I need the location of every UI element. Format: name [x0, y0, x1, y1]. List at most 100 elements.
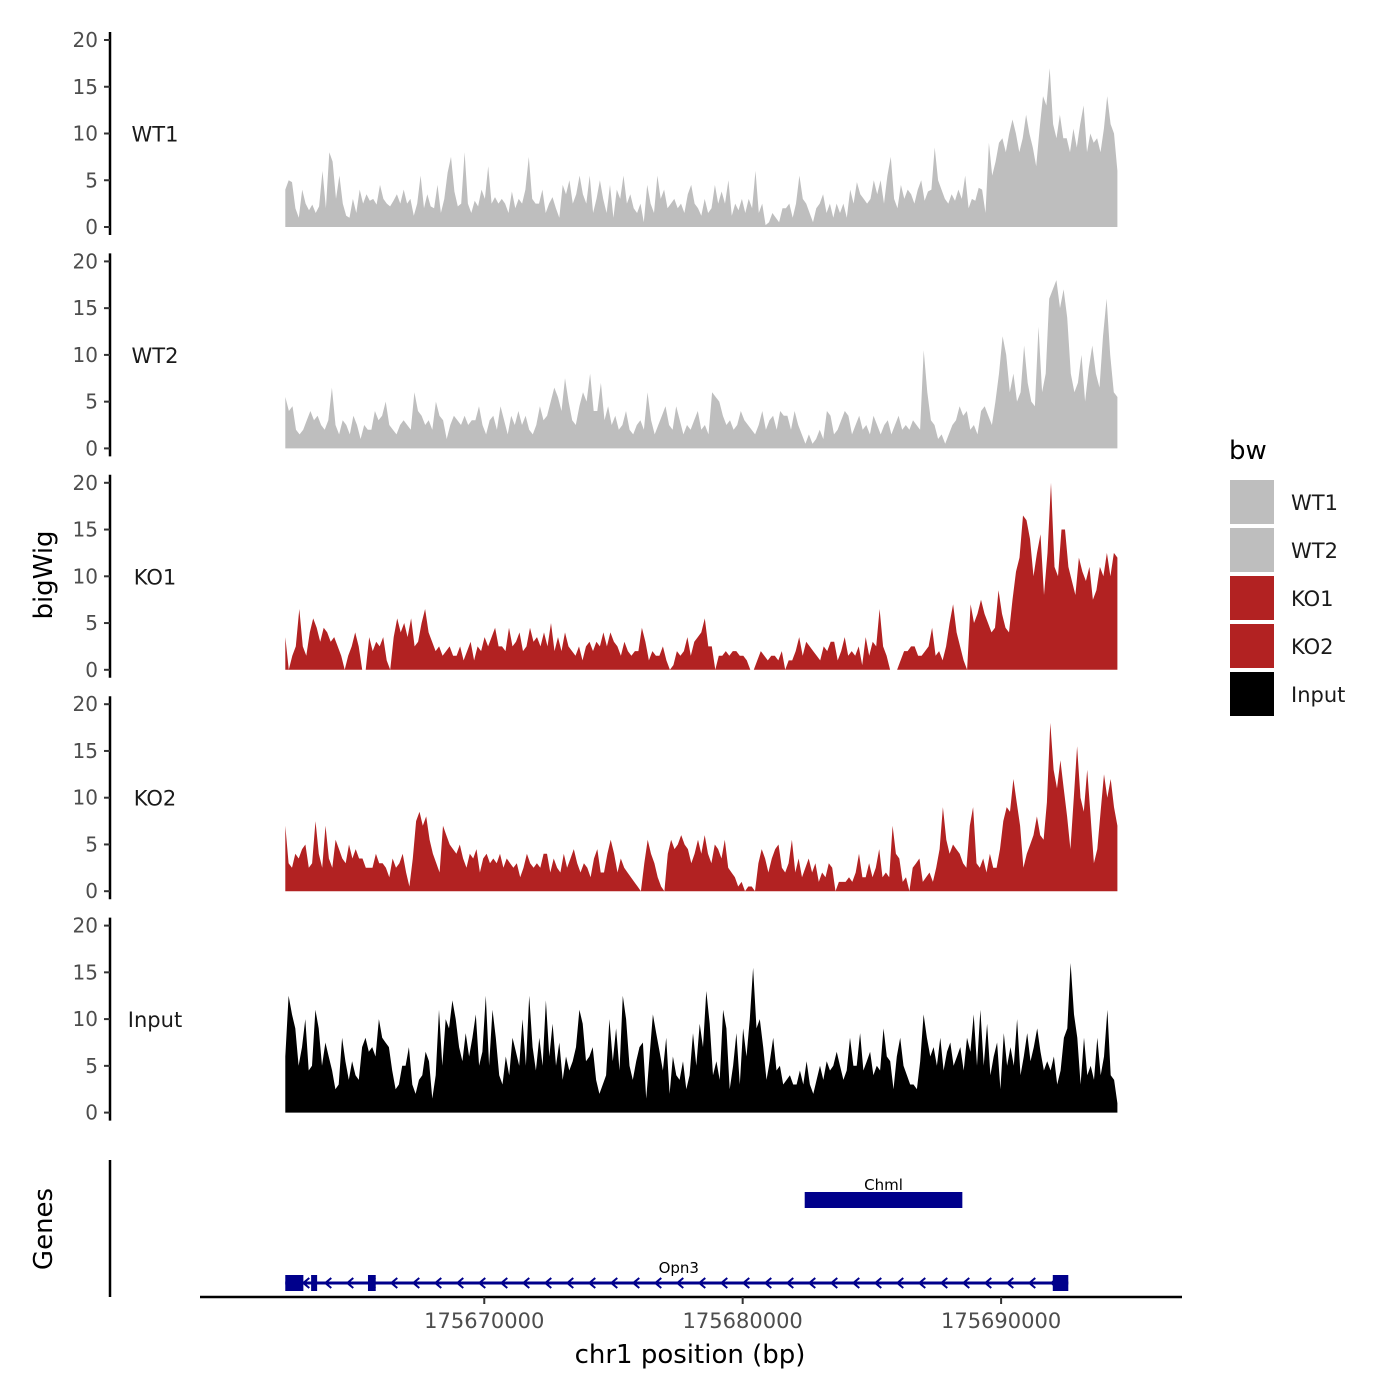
area-wt2 [285, 280, 1118, 449]
y-tick-label: 10 [73, 122, 98, 146]
strand-arrow [697, 1277, 706, 1289]
track-input: 0 5 10 15 20 Input [73, 914, 1118, 1125]
track-ko1: 0 5 10 15 20 KO1 [73, 471, 1118, 682]
y-tick-label: 5 [85, 1054, 98, 1078]
y-axis-title: bigWig [29, 530, 59, 619]
legend-key-wt1 [1230, 480, 1274, 524]
strand-arrow [565, 1277, 574, 1289]
track-label: WT2 [132, 344, 179, 368]
track-label: WT1 [132, 123, 179, 147]
y-tick-label: 5 [85, 168, 98, 192]
strand-arrow [455, 1277, 464, 1289]
strand-arrow [345, 1277, 354, 1289]
legend-label-input: Input [1291, 683, 1345, 707]
y-tick-label: 20 [73, 914, 98, 938]
strand-arrow [807, 1277, 816, 1289]
y-tick-label: 20 [73, 471, 98, 495]
y-tick-label: 20 [73, 249, 98, 273]
strand-arrow [851, 1277, 860, 1289]
gene-opn3: Opn3 [285, 1259, 1069, 1291]
legend-label-wt2: WT2 [1291, 539, 1338, 563]
strand-arrow [477, 1277, 486, 1289]
strand-arrow [499, 1277, 508, 1289]
gene-exon [1052, 1275, 1069, 1291]
legend-key-ko1 [1230, 576, 1274, 620]
strand-arrow [873, 1277, 882, 1289]
strand-arrow [675, 1277, 684, 1289]
area-wt1 [285, 68, 1118, 227]
coverage-tracks: 0 5 10 15 20 WT1 0 5 10 15 20 WT2 0 5 10 15 20 KO1 0 5 10 15 2… [73, 28, 1118, 1125]
y-tick-label: 0 [85, 1101, 98, 1125]
track-label: Input [128, 1008, 182, 1032]
y-tick-label: 20 [73, 28, 98, 52]
area-input [285, 963, 1118, 1113]
strand-arrow [631, 1277, 640, 1289]
strand-arrow [521, 1277, 530, 1289]
track-wt2: 0 5 10 15 20 WT2 [73, 249, 1118, 460]
y-tick-label: 15 [73, 960, 98, 984]
y-tick-label: 0 [85, 879, 98, 903]
legend-title: bw [1229, 436, 1267, 466]
strand-arrow [1005, 1277, 1014, 1289]
y-tick-label: 10 [73, 564, 98, 588]
x-tick-label: 175670000 [424, 1309, 544, 1333]
x-tick-label: 175680000 [683, 1309, 803, 1333]
strand-arrow [411, 1277, 420, 1289]
strand-arrow [653, 1277, 662, 1289]
strand-arrow [323, 1277, 332, 1289]
x-axis: 175670000 175680000 175690000 [200, 1295, 1182, 1333]
genes-axis-title: Genes [29, 1188, 59, 1270]
strand-arrow [895, 1277, 904, 1289]
gene-exon [367, 1275, 376, 1291]
y-tick-label: 15 [73, 75, 98, 99]
legend-key-input [1230, 672, 1274, 716]
strand-arrow [389, 1277, 398, 1289]
strand-arrow [543, 1277, 552, 1289]
gene-label: Chml [864, 1176, 903, 1194]
strand-arrow [609, 1277, 618, 1289]
x-tick-label: 175690000 [941, 1309, 1061, 1333]
strand-arrow [1027, 1277, 1036, 1289]
track-label: KO1 [134, 565, 177, 589]
track-label: KO2 [134, 787, 177, 811]
legend-label-wt1: WT1 [1291, 491, 1338, 515]
y-tick-label: 5 [85, 832, 98, 856]
strand-arrow [939, 1277, 948, 1289]
strand-arrow [719, 1277, 728, 1289]
x-axis-title: chr1 position (bp) [575, 1340, 806, 1370]
genes-track: Chml Opn3 [108, 1160, 1069, 1297]
legend-label-ko1: KO1 [1291, 587, 1334, 611]
area-ko2 [285, 722, 1118, 892]
y-tick-label: 0 [85, 658, 98, 682]
strand-arrow [829, 1277, 838, 1289]
legend-key-wt2 [1230, 528, 1274, 572]
strand-arrow [917, 1277, 926, 1289]
strand-arrow [587, 1277, 596, 1289]
track-wt1: 0 5 10 15 20 WT1 [73, 28, 1118, 239]
area-ko1 [285, 482, 1118, 670]
y-tick-label: 5 [85, 611, 98, 635]
y-tick-label: 20 [73, 692, 98, 716]
y-tick-label: 15 [73, 296, 98, 320]
gene-body [804, 1192, 963, 1208]
legend-key-ko2 [1230, 624, 1274, 668]
legend: bw WT1 WT2 KO1 KO2 Input [1229, 436, 1345, 716]
gene-chml: Chml [804, 1176, 963, 1208]
strand-arrow [961, 1277, 970, 1289]
strand-arrow [763, 1277, 772, 1289]
y-tick-label: 0 [85, 215, 98, 239]
y-tick-label: 10 [73, 786, 98, 810]
y-tick-label: 10 [73, 343, 98, 367]
y-tick-label: 0 [85, 436, 98, 460]
y-tick-label: 15 [73, 518, 98, 542]
strand-arrow [983, 1277, 992, 1289]
strand-arrow [433, 1277, 442, 1289]
legend-label-ko2: KO2 [1291, 635, 1334, 659]
strand-arrow [741, 1277, 750, 1289]
gene-exon [285, 1275, 304, 1291]
gene-exon [311, 1275, 318, 1291]
y-tick-label: 10 [73, 1007, 98, 1031]
gene-label: Opn3 [659, 1259, 699, 1277]
y-tick-label: 5 [85, 390, 98, 414]
